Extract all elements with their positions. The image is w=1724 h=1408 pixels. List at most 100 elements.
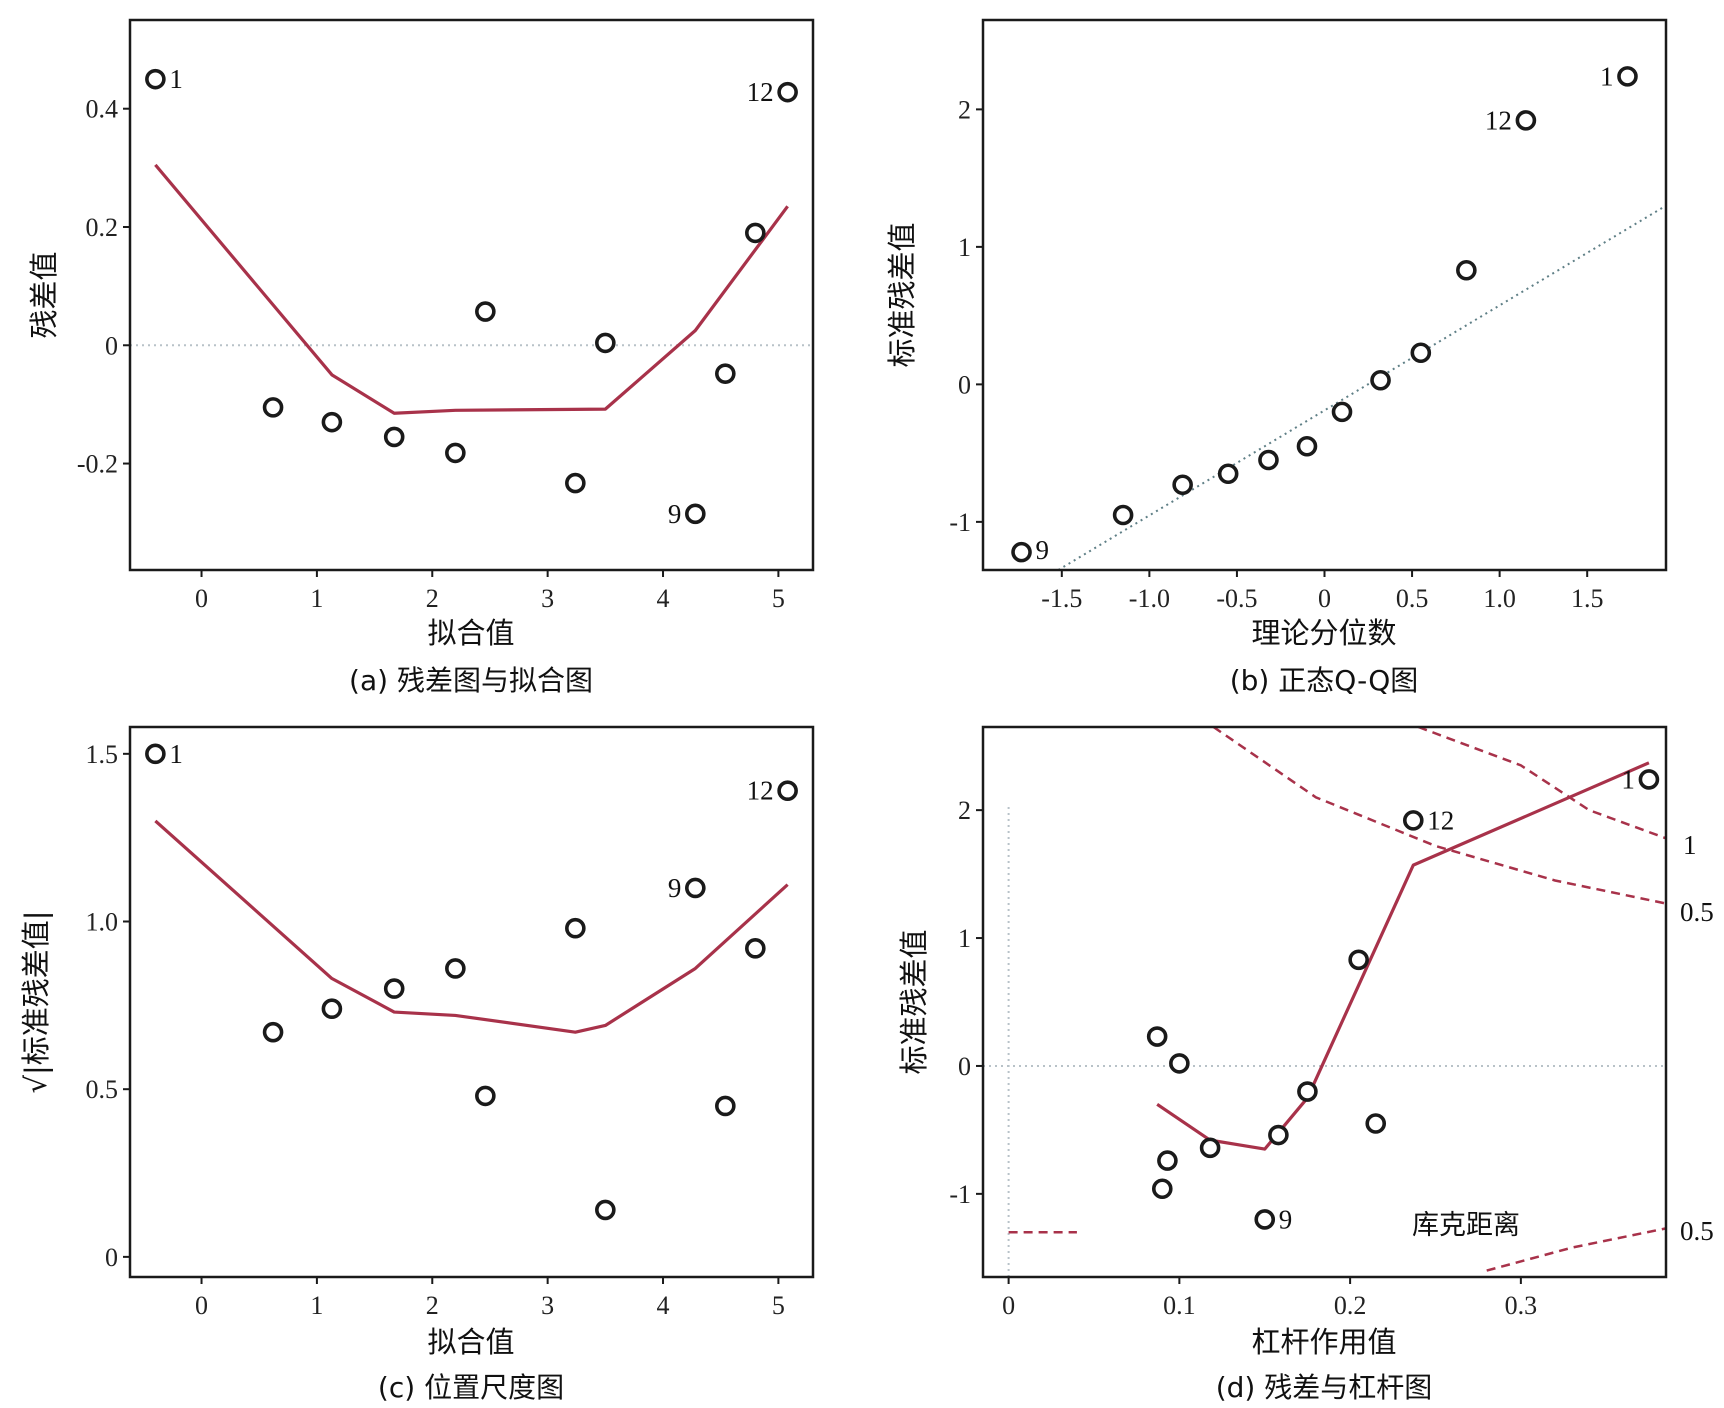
panel-c-data-point bbox=[777, 780, 798, 802]
panel-b-y-tick-label: -1 bbox=[949, 508, 971, 537]
panel-d-ylabel: 标准残差值 bbox=[897, 929, 931, 1074]
panel-b-data-point bbox=[1410, 342, 1432, 364]
panel-d-cook-distance-legend: 库克距离 bbox=[1412, 1210, 1520, 1240]
panel-b-y-tick-label: 2 bbox=[958, 95, 971, 124]
panel-d-data-point bbox=[1254, 1209, 1276, 1230]
panel-d-data-point bbox=[1268, 1124, 1289, 1146]
panel-d-contour-label-1: 1 bbox=[1683, 830, 1697, 860]
panel-c-data-point bbox=[745, 938, 766, 959]
panel-a-y-tick-label: 0 bbox=[105, 331, 118, 360]
panel-d-contour-label-0.5-upper: 0.5 bbox=[1680, 897, 1714, 927]
panel-b-caption: (b) 正态Q-Q图 bbox=[1230, 664, 1419, 697]
panel-d-y-tick-label: 0 bbox=[958, 1052, 971, 1081]
panel-a-data-point bbox=[383, 426, 405, 448]
panel-d-x-tick-label: 0 bbox=[1002, 1291, 1015, 1320]
panel-c-data-point bbox=[262, 1021, 284, 1043]
panel-d-data-point bbox=[1402, 810, 1424, 831]
panel-a-data-point bbox=[777, 81, 798, 103]
panel-d-data-point bbox=[1169, 1053, 1190, 1074]
panel-b-x-tick-label: 1.5 bbox=[1571, 584, 1604, 613]
panel-c-data-point bbox=[145, 743, 166, 765]
panel-b-data-point bbox=[1296, 435, 1318, 457]
panel-a-data-point bbox=[321, 411, 343, 433]
panel-c-point-label: 1 bbox=[169, 739, 183, 769]
panel-a-x-tick-label: 2 bbox=[426, 584, 439, 613]
panel-a-data-point bbox=[145, 68, 166, 90]
panel-a-y-tick-label: -0.2 bbox=[77, 450, 118, 479]
panel-b-point-label: 1 bbox=[1600, 61, 1614, 91]
panel-a-frame bbox=[128, 18, 815, 572]
panel-b-point-label: 9 bbox=[1036, 535, 1050, 565]
panel-b-point-label: 12 bbox=[1485, 105, 1512, 135]
panel-c-frame bbox=[128, 725, 815, 1279]
panel-a-y-tick-label: 0.4 bbox=[86, 95, 119, 124]
panel-c-smooth-line bbox=[154, 819, 789, 1034]
panel-b-y-tick-label: 0 bbox=[958, 370, 971, 399]
panel-b-x-tick-label: -1.5 bbox=[1041, 584, 1082, 613]
panel-d-data-point bbox=[1638, 769, 1660, 790]
cook-contour-0_5-3 bbox=[1486, 1227, 1667, 1272]
panel-d-x-tick-label: 0.1 bbox=[1163, 1291, 1196, 1320]
panel-d-x-tick-label: 0.2 bbox=[1334, 1291, 1367, 1320]
panel-c-y-tick-label: 1.0 bbox=[86, 908, 119, 937]
panel-c-x-tick-label: 4 bbox=[657, 1291, 670, 1320]
panel-d-data-point bbox=[1297, 1081, 1318, 1102]
panel-a-y-tick-label: 0.2 bbox=[86, 213, 119, 242]
panel-c-x-tick-label: 3 bbox=[541, 1291, 554, 1320]
panel-b-data-point bbox=[1172, 474, 1193, 496]
panel-b-x-tick-label: -1.0 bbox=[1129, 584, 1170, 613]
panel-c-point-label: 12 bbox=[747, 776, 774, 806]
panel-c-x-tick-label: 0 bbox=[195, 1291, 208, 1320]
panel-a-x-tick-label: 0 bbox=[195, 584, 208, 613]
panel-a-x-tick-label: 4 bbox=[657, 584, 670, 613]
panel-c-y-tick-label: 0.5 bbox=[86, 1075, 119, 1104]
panel-d-frame bbox=[981, 725, 1668, 1279]
panel-c-x-tick-label: 5 bbox=[772, 1291, 785, 1320]
panel-c-data-point bbox=[475, 1085, 496, 1107]
panel-b-x-tick-label: 0.5 bbox=[1396, 584, 1429, 613]
panel-c-data-point bbox=[565, 917, 586, 939]
panel-a-xlabel: 拟合值 bbox=[427, 616, 514, 650]
panel-b-data-point bbox=[1331, 401, 1353, 423]
panel-b-x-tick-label: 1.0 bbox=[1483, 584, 1516, 613]
panel-a-x-tick-label: 5 bbox=[772, 584, 785, 613]
panel-a-point-label: 12 bbox=[747, 77, 774, 107]
panel-c-data-point bbox=[321, 998, 343, 1020]
panel-b-y-tick-label: 1 bbox=[958, 233, 971, 262]
panel-a-point-label: 1 bbox=[169, 64, 183, 94]
panel-d-smooth-line bbox=[1156, 761, 1650, 1151]
panel-c-y-tick-label: 0 bbox=[105, 1243, 118, 1272]
panel-b-data-point bbox=[1011, 541, 1032, 563]
panel-d-x-tick-label: 0.3 bbox=[1505, 1291, 1538, 1320]
panel-b-data-point bbox=[1112, 504, 1134, 526]
panel-d-data-point bbox=[1348, 949, 1369, 971]
panel-a-data-point bbox=[745, 222, 766, 244]
panel-a-x-tick-label: 1 bbox=[310, 584, 323, 613]
panel-c-point-label: 9 bbox=[668, 873, 682, 903]
panel-c-data-point bbox=[715, 1095, 736, 1117]
panel-c-xlabel: 拟合值 bbox=[427, 1325, 514, 1359]
panel-a-data-point bbox=[685, 503, 706, 525]
panel-a-data-point bbox=[475, 301, 496, 322]
panel-b-data-point bbox=[1258, 449, 1279, 471]
panel-b-reference-line bbox=[1057, 204, 1667, 571]
panel-d-y-tick-label: 2 bbox=[958, 796, 971, 825]
panel-d-caption: (d) 残差与杠杆图 bbox=[1216, 1371, 1433, 1404]
panel-a-caption: (a) 残差图与拟合图 bbox=[349, 664, 593, 697]
panel-c-data-point bbox=[595, 1199, 616, 1221]
panel-d-data-point bbox=[1365, 1113, 1387, 1134]
panel-c-ylabel: √|标准残差值| bbox=[19, 910, 53, 1093]
panel-d-y-tick-label: 1 bbox=[958, 924, 971, 953]
panel-a-smooth-line bbox=[154, 163, 789, 415]
panel-a-data-point bbox=[565, 472, 586, 494]
panel-b-data-point bbox=[1617, 66, 1638, 87]
panel-c-data-point bbox=[685, 877, 706, 899]
panel-b-ylabel: 标准残差值 bbox=[885, 222, 919, 367]
panel-c-caption: (c) 位置尺度图 bbox=[378, 1371, 564, 1404]
panel-b-data-point bbox=[1370, 369, 1391, 391]
panel-a-x-tick-label: 3 bbox=[541, 584, 554, 613]
